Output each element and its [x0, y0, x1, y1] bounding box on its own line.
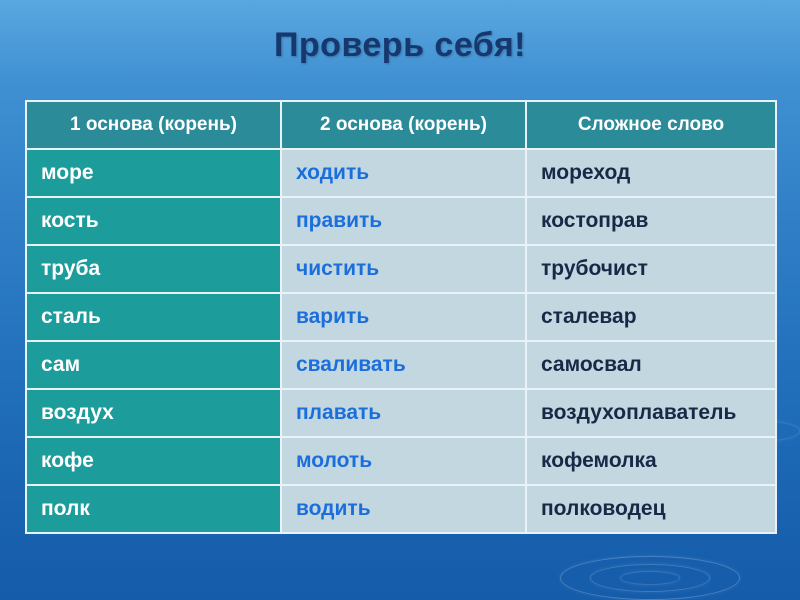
- compound-cell: сталевар: [525, 292, 777, 342]
- compound-cell: костоправ: [525, 196, 777, 246]
- water-ripple-decoration: [590, 564, 710, 592]
- stem2-cell: водить: [280, 484, 527, 534]
- compound-cell: самосвал: [525, 340, 777, 390]
- compound-cell: трубочист: [525, 244, 777, 294]
- stem2-cell: плавать: [280, 388, 527, 438]
- stem1-cell: сталь: [25, 292, 282, 342]
- stem2-cell: молоть: [280, 436, 527, 486]
- stem1-cell: кость: [25, 196, 282, 246]
- compound-cell: воздухоплаватель: [525, 388, 777, 438]
- water-ripple-decoration: [620, 571, 680, 585]
- compound-cell: полководец: [525, 484, 777, 534]
- stem2-cell: чистить: [280, 244, 527, 294]
- compound-cell: мореход: [525, 148, 777, 198]
- word-formation-table: 1 основа (корень) 2 основа (корень) Слож…: [25, 100, 777, 534]
- header-stem2: 2 основа (корень): [280, 100, 527, 150]
- table-row: сам сваливать самосвал: [25, 340, 777, 390]
- stem2-cell: варить: [280, 292, 527, 342]
- table-row: полк водить полководец: [25, 484, 777, 534]
- header-stem1: 1 основа (корень): [25, 100, 282, 150]
- stem1-cell: кофе: [25, 436, 282, 486]
- table-row: кофе молоть кофемолка: [25, 436, 777, 486]
- header-compound: Сложное слово: [525, 100, 777, 150]
- table-row: море ходить мореход: [25, 148, 777, 198]
- stem1-cell: сам: [25, 340, 282, 390]
- table-row: воздух плавать воздухоплаватель: [25, 388, 777, 438]
- table-header-row: 1 основа (корень) 2 основа (корень) Слож…: [25, 100, 777, 150]
- slide-title: Проверь себя!: [273, 26, 527, 64]
- table-row: кость править костоправ: [25, 196, 777, 246]
- stem1-cell: труба: [25, 244, 282, 294]
- stem1-cell: воздух: [25, 388, 282, 438]
- stem2-cell: ходить: [280, 148, 527, 198]
- stem1-cell: море: [25, 148, 282, 198]
- stem2-cell: править: [280, 196, 527, 246]
- table-row: сталь варить сталевар: [25, 292, 777, 342]
- stem1-cell: полк: [25, 484, 282, 534]
- compound-cell: кофемолка: [525, 436, 777, 486]
- stem2-cell: сваливать: [280, 340, 527, 390]
- table-row: труба чистить трубочист: [25, 244, 777, 294]
